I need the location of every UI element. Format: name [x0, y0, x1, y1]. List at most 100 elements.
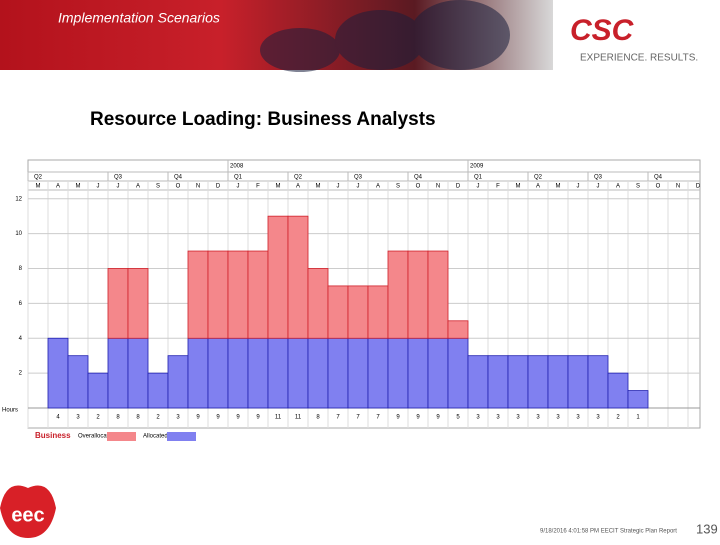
bar-segment	[127, 268, 149, 339]
y-tick-label: 8	[19, 266, 23, 272]
bar-segment	[407, 250, 429, 339]
month-label: O	[656, 184, 661, 190]
total-label: 3	[576, 415, 580, 421]
quarter-label: Q3	[594, 175, 603, 181]
eec-apple	[0, 485, 56, 538]
bar-segment	[207, 250, 229, 339]
month-label: J	[477, 184, 480, 190]
total-label: 2	[96, 415, 100, 421]
page-number: 139	[696, 521, 718, 536]
quarter-label: Q4	[414, 175, 423, 181]
bar-segment	[107, 268, 129, 339]
bar-segment	[487, 355, 509, 409]
eec-logo: eec	[11, 504, 44, 526]
month-label: F	[256, 184, 260, 190]
month-label: J	[97, 184, 100, 190]
quarter-label: Q2	[34, 175, 43, 181]
quarter-label: Q2	[534, 175, 543, 181]
bar-segment	[587, 355, 609, 409]
bar-segment	[187, 337, 209, 409]
month-label: A	[376, 184, 380, 190]
total-label: 7	[336, 415, 340, 421]
total-label: 9	[436, 415, 440, 421]
logo: CSC	[570, 14, 635, 47]
month-label: N	[676, 184, 680, 190]
month-label: S	[636, 184, 640, 190]
bar-segment	[367, 285, 389, 339]
bar-segment	[47, 337, 69, 409]
month-label: M	[76, 184, 81, 190]
month-label: M	[36, 184, 41, 190]
month-label: J	[337, 184, 340, 190]
bar-segment	[67, 355, 89, 409]
bar-segment	[407, 337, 429, 409]
total-label: 7	[356, 415, 360, 421]
bar-segment	[227, 250, 249, 339]
month-label: F	[496, 184, 500, 190]
total-label: 2	[156, 415, 160, 421]
bar-segment	[467, 355, 489, 409]
total-label: 3	[556, 415, 560, 421]
month-label: M	[516, 184, 521, 190]
bar-segment	[287, 337, 309, 409]
tagline: EXPERIENCE. RESULTS.	[580, 53, 698, 64]
bar-segment	[427, 250, 449, 339]
total-label: 9	[416, 415, 420, 421]
month-label: M	[276, 184, 281, 190]
y-tick-label: 2	[19, 371, 23, 377]
legend-label: Overallocated	[78, 434, 115, 440]
month-label: D	[696, 184, 701, 190]
month-label: A	[536, 184, 540, 190]
legend-swatch	[167, 432, 196, 441]
total-label: 1	[636, 415, 640, 421]
month-label: A	[136, 184, 140, 190]
year-label: 2008	[230, 164, 244, 170]
legend-title: Business	[35, 431, 71, 440]
y-tick-label: 12	[15, 196, 22, 202]
bar-segment	[447, 337, 469, 409]
y-tick-label: 6	[19, 301, 23, 307]
bar-segment	[567, 355, 589, 409]
total-label: 8	[116, 415, 120, 421]
bar-segment	[507, 355, 529, 409]
month-label: A	[296, 184, 300, 190]
month-label: S	[396, 184, 400, 190]
bar-segment	[127, 337, 149, 409]
bar-segment	[327, 285, 349, 339]
bar-segment	[207, 337, 229, 409]
section-title: Implementation Scenarios	[58, 10, 220, 26]
bar-segment	[607, 372, 629, 409]
bar-segment	[287, 215, 309, 339]
total-label: 3	[176, 415, 180, 421]
bar-segment	[527, 355, 549, 409]
footer-note: 9/18/2016 4:01:58 PM EECIT Strategic Pla…	[540, 529, 677, 535]
bar-segment	[267, 337, 289, 409]
banner-photo	[260, 0, 510, 72]
month-label: O	[176, 184, 181, 190]
bar-segment	[87, 372, 109, 409]
month-label: O	[416, 184, 421, 190]
total-label: 7	[376, 415, 380, 421]
month-label: N	[436, 184, 440, 190]
total-label: 11	[295, 415, 302, 421]
bar-segment	[167, 355, 189, 409]
bar-segment	[547, 355, 569, 409]
total-label: 9	[196, 415, 200, 421]
month-label: M	[556, 184, 561, 190]
total-label: 9	[236, 415, 240, 421]
month-label: J	[237, 184, 240, 190]
total-label: 8	[136, 415, 140, 421]
bar-segment	[627, 390, 649, 409]
quarter-label: Q4	[654, 175, 663, 181]
bar-segment	[367, 337, 389, 409]
y-tick-label: 4	[19, 336, 23, 342]
total-label: 3	[496, 415, 500, 421]
total-label: 3	[536, 415, 540, 421]
year-label: 2009	[470, 164, 484, 170]
month-label: D	[216, 184, 221, 190]
total-label: 3	[476, 415, 480, 421]
month-label: J	[577, 184, 580, 190]
bar-segment	[387, 250, 409, 339]
